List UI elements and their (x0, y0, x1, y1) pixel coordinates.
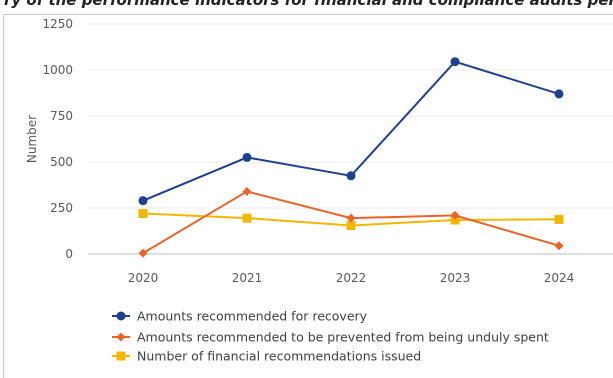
y-tick-label: 0 (65, 247, 73, 261)
data-point (450, 215, 460, 225)
legend-item: Number of financial recommendations issu… (112, 349, 421, 364)
data-point (242, 213, 252, 223)
data-point (138, 248, 148, 258)
data-point (554, 214, 564, 224)
y-axis-title: Number (25, 115, 39, 163)
chart-frame (3, 14, 613, 378)
series-lines (138, 57, 564, 258)
series-2 (138, 186, 564, 258)
data-point (138, 196, 148, 206)
x-tick-label: 2024 (544, 271, 575, 285)
data-point (242, 186, 252, 196)
legend-label: Amounts recommended to be prevented from… (137, 330, 549, 345)
data-point (346, 171, 356, 181)
figure-caption: ry of the performance indicators for fin… (4, 0, 613, 9)
series-1 (138, 57, 564, 206)
x-tick-label: 2022 (336, 271, 367, 285)
caption-strip: ry of the performance indicators for fin… (0, 0, 613, 14)
x-tick-labels: 2020 2021 2022 2023 2024 (128, 271, 575, 285)
x-tick-label: 2023 (440, 271, 471, 285)
legend-marker (116, 332, 126, 342)
data-point (450, 57, 460, 67)
y-tick-label: 250 (50, 201, 73, 215)
legend-item: Amounts recommended to be prevented from… (112, 330, 549, 345)
y-tick-label: 1000 (42, 63, 73, 77)
legend-marker (116, 311, 126, 321)
legend: Amounts recommended for recovery Amounts … (112, 309, 549, 364)
grid-lines (88, 23, 613, 255)
legend-label: Number of financial recommendations issu… (137, 349, 421, 364)
x-tick-label: 2020 (128, 271, 159, 285)
y-tick-label: 1250 (42, 17, 73, 31)
data-point (346, 213, 356, 223)
legend-item: Amounts recommended for recovery (112, 309, 368, 324)
legend-label: Amounts recommended for recovery (137, 309, 368, 324)
data-point (138, 209, 148, 219)
data-point (450, 210, 460, 220)
y-tick-label: 750 (50, 109, 73, 123)
data-point (242, 152, 252, 162)
data-point (554, 241, 564, 251)
series-3 (138, 209, 564, 230)
data-point (554, 89, 564, 99)
data-point (346, 220, 356, 230)
y-tick-label: 500 (50, 155, 73, 169)
x-tick-label: 2021 (232, 271, 263, 285)
legend-marker (116, 351, 126, 361)
y-tick-labels: 0 250 500 750 1000 1250 (42, 17, 73, 261)
